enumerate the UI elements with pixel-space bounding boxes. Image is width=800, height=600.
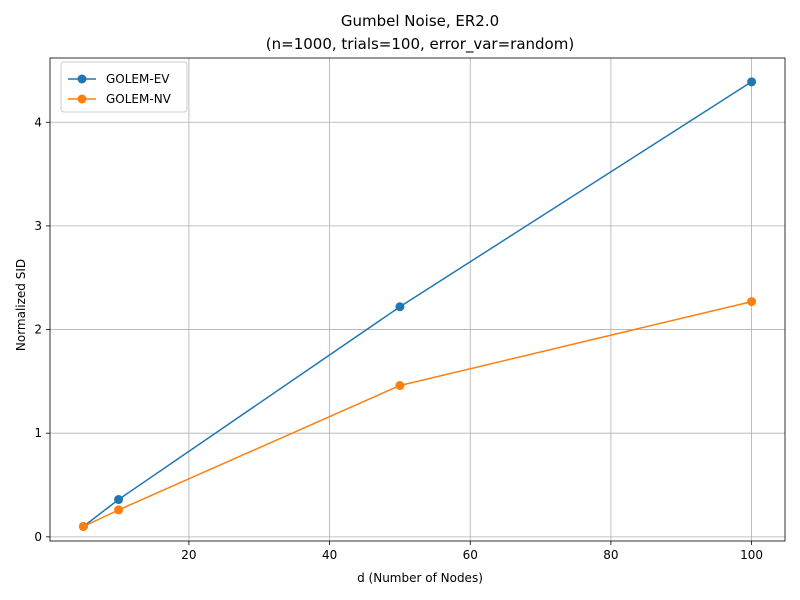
- data-point-golem-ev: [747, 77, 757, 87]
- data-point-golem-nv: [114, 505, 124, 515]
- x-tick-label: 40: [322, 548, 337, 562]
- x-tick-label: 80: [603, 548, 618, 562]
- series-group: [78, 77, 757, 531]
- legend: GOLEM-EV GOLEM-NV: [60, 61, 188, 113]
- legend-marker-golem-ev: [77, 74, 87, 84]
- data-point-golem-nv: [747, 297, 757, 307]
- y-axis-label: Normalized SID: [14, 259, 28, 351]
- legend-label-golem-nv: GOLEM-NV: [106, 92, 172, 106]
- legend-label-golem-ev: GOLEM-EV: [106, 72, 170, 86]
- plot-frame: [49, 57, 786, 542]
- series-line-golem-ev: [82, 81, 753, 528]
- y-tick-label: 3: [34, 219, 42, 233]
- data-point-golem-ev: [395, 302, 405, 312]
- series-line-golem-nv: [83, 300, 752, 528]
- chart-subtitle: (n=1000, trials=100, error_var=random): [266, 35, 574, 54]
- data-point-golem-nv: [395, 381, 405, 391]
- data-point-golem-nv: [78, 521, 88, 531]
- legend-marker-golem-nv: [77, 94, 87, 104]
- x-axis-label: d (Number of Nodes): [357, 571, 483, 585]
- y-tick-label: 2: [34, 323, 42, 337]
- y-tick-label: 4: [34, 115, 42, 129]
- x-tick-label: 100: [740, 548, 763, 562]
- x-tick-label: 60: [463, 548, 478, 562]
- x-tick-label: 20: [181, 548, 196, 562]
- axes: 20 40 60 80 100 0 1 2 3 4: [34, 57, 786, 562]
- chart-title: Gumbel Noise, ER2.0: [341, 12, 499, 30]
- data-point-golem-ev: [114, 495, 124, 505]
- y-tick-label: 0: [34, 530, 42, 544]
- y-tick-label: 1: [34, 426, 42, 440]
